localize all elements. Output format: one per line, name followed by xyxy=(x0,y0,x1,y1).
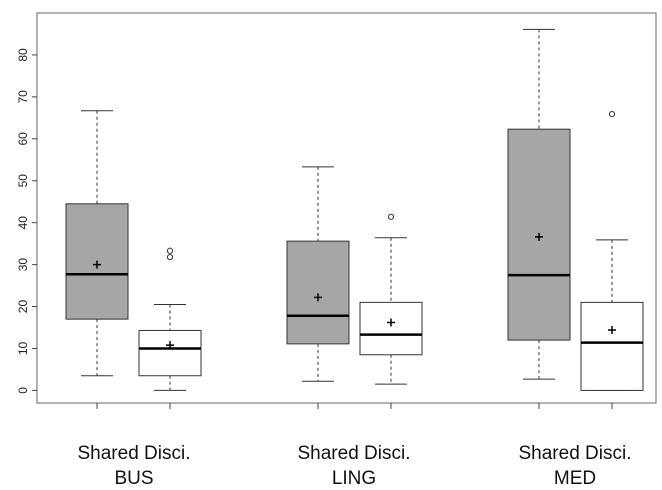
y-tick-label: 0 xyxy=(16,387,30,394)
group-label-line2: BUS xyxy=(114,468,153,489)
y-axis: 0 10 20 30 40 50 60 70 80 xyxy=(16,48,37,394)
y-tick-label: 70 xyxy=(16,90,30,104)
group-label-line1: Shared Disci. xyxy=(298,443,411,464)
group-label-line2: MED xyxy=(554,468,596,489)
outlier-point xyxy=(608,110,616,118)
box-shared xyxy=(507,128,571,341)
mean-marker xyxy=(387,318,395,327)
group-label-line1: Shared Disci. xyxy=(78,443,191,464)
y-tick-label: 10 xyxy=(16,341,30,355)
box-disci xyxy=(359,301,423,356)
y-tick-label: 50 xyxy=(16,174,30,188)
mean-marker xyxy=(314,293,322,302)
mean-marker xyxy=(93,260,101,269)
group-labels: Shared Disci. BUS Shared Disci. LING Shared … xyxy=(78,443,632,489)
outlier-point xyxy=(387,213,395,220)
mean-marker xyxy=(166,341,174,350)
box-shared xyxy=(286,240,350,345)
mean-marker xyxy=(608,326,616,335)
y-tick-label: 60 xyxy=(16,132,30,146)
group-label-line1: Shared Disci. xyxy=(519,443,632,464)
box-disci xyxy=(138,329,202,377)
mean-marker xyxy=(535,232,543,241)
group-label-line2: LING xyxy=(332,468,376,489)
y-tick-label: 80 xyxy=(16,48,30,62)
y-tick-label: 20 xyxy=(16,300,30,314)
outlier-point xyxy=(166,247,174,254)
box-disci xyxy=(580,301,644,391)
box-groups xyxy=(65,28,644,409)
y-tick-label: 40 xyxy=(16,216,30,230)
plot-frame xyxy=(36,12,657,404)
y-tick-label: 30 xyxy=(16,258,30,272)
outlier-point xyxy=(166,253,174,261)
